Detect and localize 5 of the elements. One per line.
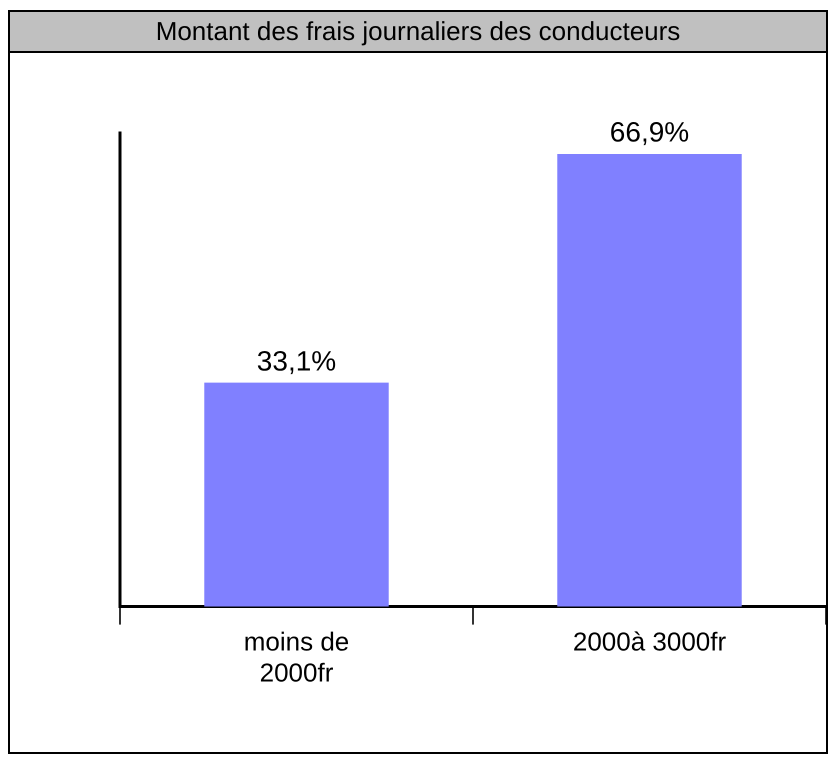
data-label: 33,1% — [256, 345, 336, 376]
data-label: 66,9% — [610, 116, 690, 148]
x-tick-label: moins de 2000fr — [244, 626, 350, 688]
chart-title: Montant des frais journaliers des conducteurs — [10, 12, 826, 53]
x-tick-label: 2000à 3000fr — [572, 626, 726, 656]
